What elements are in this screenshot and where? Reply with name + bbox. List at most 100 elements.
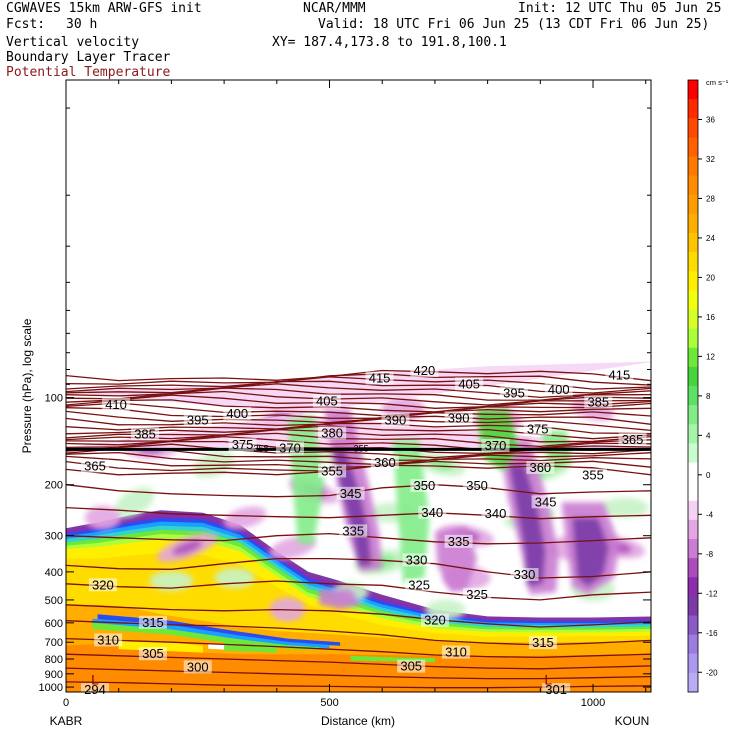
velocity-plume-5 [571,517,609,587]
colorbar-swatch [688,558,698,578]
theta-label-bg [481,439,510,453]
theta-label: 420 [414,363,436,378]
y-tick-label: 200 [45,480,63,492]
theta-line-strat-10 [66,407,651,419]
theta-line-trop-9 [66,667,651,680]
theta-label: 320 [424,613,446,628]
theta-label: 375 [527,422,549,437]
theta-line-trop-4 [66,580,651,601]
theta-label-bg [183,660,212,674]
colorbar-tick-label: 32 [706,155,715,164]
theta-label-bg [531,495,560,509]
valid-time: Valid: 18 UTC Fri 06 Jun 25 (13 CDT Fri … [318,17,710,32]
field-boundary-layer-tracer: Boundary Layer Tracer [6,50,171,65]
theta-label: 340 [421,505,443,520]
y-tick-label: 600 [45,618,63,630]
theta-line-trop-3 [66,557,651,579]
x-tick-label: 0 [63,697,69,709]
theta-label-bg [88,578,117,592]
theta-label: 330 [406,552,428,567]
colorbar-swatch [688,386,698,406]
x-tick-label: 500 [320,697,338,709]
low-marker: L [91,671,99,687]
theta-label: 365 [84,458,106,473]
theta-line-strat-6 [66,390,651,406]
contour-labels: 420 415 415 410 405 405 400 400 395 395 390 390 385 3… [80,363,647,697]
theta-label-bg [339,524,368,538]
theta-label: 310 [97,632,119,647]
colorbar-tick-label: 16 [706,313,715,322]
theta-label: 350 [466,478,488,493]
theta-line-strat-9 [66,402,651,417]
theta-line-strat-22 [66,451,651,466]
cross-section-endpoints: XY= 187.4,173.8 to 191.8,100.1 [272,35,507,50]
y-tick-label: 500 [45,595,63,607]
colorbar-swatch [688,424,698,444]
theta-line-strat-7 [66,394,651,409]
velocity-blob-14 [223,506,267,529]
theta-line-strat-16 [66,428,651,443]
theta-label: 301 [545,682,567,697]
theta-label-bg [410,364,439,378]
theta-label-bg [463,587,492,601]
org-label: NCAR/MMM [303,1,366,16]
theta-line-strat-1 [66,373,651,386]
theta-label-bg [420,613,449,627]
colorbar-swatch [688,366,698,387]
colorbar-tick-label: -20 [706,668,718,677]
theta-label-bg [542,683,571,697]
theta-label-bg [528,636,557,650]
colorbar-swatch [688,672,698,693]
y-tick-label: 800 [45,654,63,666]
velocity-plume-1 [332,448,372,568]
theta-label-bg [510,567,539,581]
theta-label: 340 [485,506,507,521]
theta-label: 400 [226,406,248,421]
colorbar-swatch [688,194,698,215]
colorbar-tick-label: -16 [706,629,718,638]
colorbar-swatch [688,462,698,483]
theta-label: 305 [142,646,164,661]
colorbar-swatch [688,405,698,425]
theta-label-bg [455,377,484,391]
velocity-blob-4 [192,450,235,478]
colorbar-unit: cm s⁻¹ [706,78,729,87]
y-tick-label: 1000 [39,682,63,694]
theta-label: 415 [609,368,631,383]
theta-label-bg [402,553,431,567]
theta-label-bg [481,506,510,520]
theta-label: 325 [466,587,488,602]
colorbar-swatch [688,118,698,138]
colorbar-swatch [688,481,698,502]
theta-label: 360 [529,460,551,475]
theta-label-bg [223,407,252,421]
theta-label: 405 [316,393,338,408]
velocity-plume-11 [540,430,572,472]
theta-label: 345 [535,494,557,509]
colorbar-frame [687,79,699,693]
theta-label-bg [102,397,131,411]
theta-label-bg [405,578,434,592]
theta-line-strat-8 [66,399,651,413]
theta-label-bg [370,455,399,469]
theta-label-bg [584,395,613,409]
theta-label-bg [499,386,528,400]
theta-label: 415 [369,371,391,386]
colorbar-swatch [688,99,698,119]
field-vertical-velocity: Vertical velocity [6,35,140,50]
colorbar-swatch [688,347,698,368]
theta-label: 300 [187,659,209,674]
tropopause-label: 355 [354,444,369,454]
colorbar-swatch [688,137,698,157]
velocity-blob-12 [600,497,649,518]
vertical-velocity-field [66,361,651,692]
theta-label: 360 [374,455,396,470]
theta-line-trop-1 [66,506,651,520]
theta-label: 310 [445,645,467,660]
theta-line-trop-7 [66,637,651,659]
init-time: Init: 12 UTC Thu 05 Jun 25 [518,1,722,16]
colorbar-swatch [688,519,698,540]
colorbar-tick-label: 28 [706,194,715,203]
theta-label: 315 [532,635,554,650]
colorbar-swatch [688,290,698,310]
